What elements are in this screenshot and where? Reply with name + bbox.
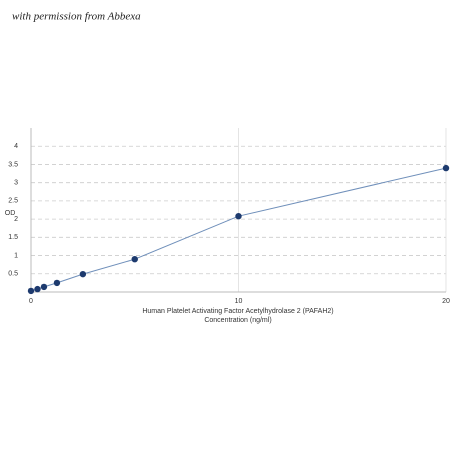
y-axis-label: OD <box>5 210 16 217</box>
x-tick-label: 0 <box>29 298 33 305</box>
data-point <box>40 283 48 291</box>
x-tick-label: 20 <box>442 298 450 305</box>
data-point <box>53 279 61 287</box>
y-tick-label: 1 <box>14 252 18 259</box>
data-point <box>79 270 87 278</box>
y-tick-label: 3 <box>14 180 18 187</box>
y-tick-label: 2.5 <box>8 198 18 205</box>
data-point <box>235 212 242 220</box>
data-point <box>34 285 41 293</box>
data-point <box>131 256 138 263</box>
data-point <box>442 164 450 172</box>
watermark: with permission from Abbexa <box>12 11 141 23</box>
x-tick-label: 10 <box>235 298 243 305</box>
y-tick-label: 0.5 <box>8 271 18 278</box>
y-tick-label: 3.5 <box>8 161 18 168</box>
y-tick-label: 1.5 <box>8 234 18 241</box>
x-axis-label: Human Platelet Activating Factor Acetylh… <box>142 308 333 315</box>
y-tick-label: 4 <box>14 143 18 150</box>
x-axis-label: Concentration (ng/ml) <box>204 317 271 324</box>
data-point <box>27 287 35 295</box>
y-tick-label: 2 <box>14 216 18 223</box>
